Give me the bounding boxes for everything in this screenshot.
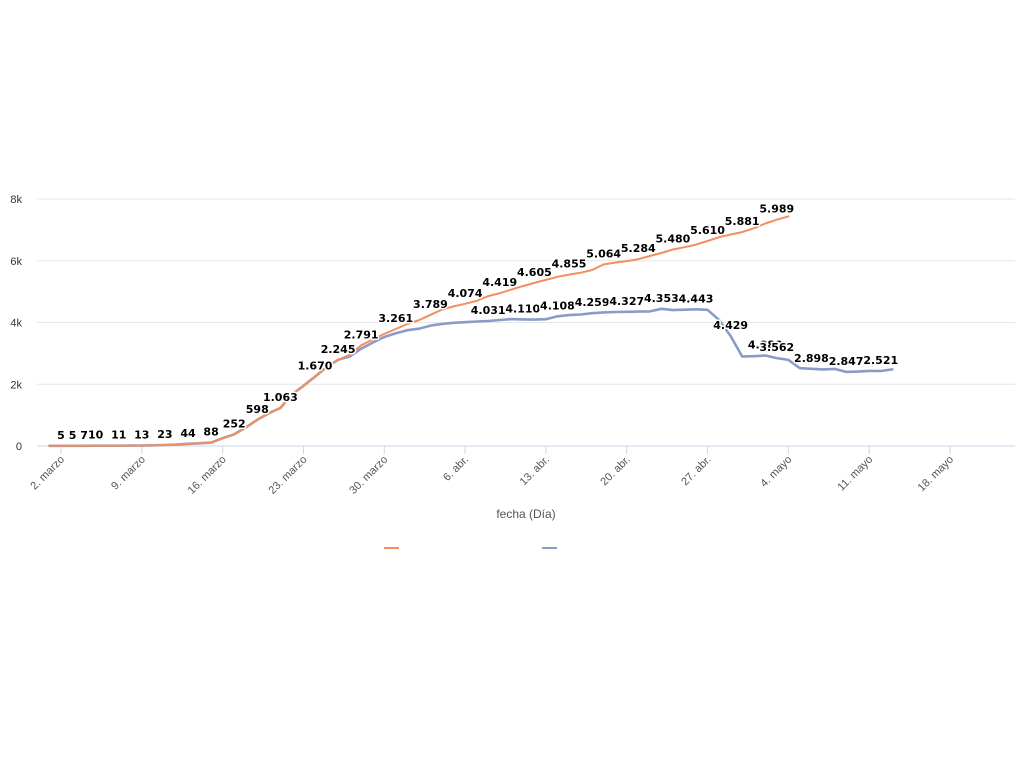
data-label: 4.074 <box>448 287 483 300</box>
x-tick-label: 30. marzo <box>347 454 390 497</box>
x-tick-label: 23. marzo <box>266 454 309 497</box>
data-label: 4.259 <box>575 296 610 309</box>
data-label: 88 <box>203 426 218 439</box>
data-label: 2.245 <box>321 343 356 356</box>
data-label: 6.524 <box>863 0 898 3</box>
data-label: 7.208 <box>967 0 1002 3</box>
data-label: 4.080 <box>748 339 783 352</box>
x-tick-label: 6. abr. <box>441 454 471 484</box>
data-label: 10 <box>88 429 104 442</box>
x-tick-label: 11. mayo <box>835 454 875 494</box>
data-labels: 5 5 7 10 11 13 23 44 882525981.0631.6702.2452.79… <box>56 0 1024 443</box>
series-lines <box>48 215 894 448</box>
data-label: 1.670 <box>298 360 333 373</box>
x-axis: 2. marzo 9. marzo 16. marzo 23. marzo 30. ma… <box>28 445 1015 497</box>
x-tick-label: 20. abr. <box>598 454 632 488</box>
data-label: 3.261 <box>378 312 413 325</box>
series-line-1[interactable] <box>48 215 790 447</box>
x-tick-label: 9. marzo <box>109 454 148 493</box>
data-label: 252 <box>223 417 246 430</box>
y-tick-label: 2k <box>10 379 22 391</box>
y-axis: 0 2k 4k 6k 8k <box>10 194 22 453</box>
data-label: 5.610 <box>690 224 725 237</box>
data-label: 5.989 <box>759 203 794 216</box>
x-tick-label: 16. marzo <box>186 454 229 497</box>
y-tick-label: 4k <box>10 318 22 330</box>
x-tick-label: 13. abr. <box>518 454 552 488</box>
data-label: 1.063 <box>263 391 298 404</box>
data-label: 6.928 <box>933 0 968 3</box>
data-label: 4.429 <box>713 319 748 332</box>
data-label: 4.110 <box>505 302 540 315</box>
x-tick-label: 18. mayo <box>916 454 956 494</box>
data-label: 13 <box>134 429 149 442</box>
grid-lines <box>37 198 1015 385</box>
data-label: 4.419 <box>482 276 517 289</box>
data-label: 4.031 <box>471 304 506 317</box>
data-label: 5.480 <box>656 233 691 246</box>
data-label: 598 <box>246 403 269 416</box>
data-label: 4.855 <box>552 258 587 271</box>
data-label: 7.436 <box>1002 0 1024 3</box>
data-label: 5.064 <box>586 247 621 260</box>
data-label: 4.327 <box>609 295 644 308</box>
data-label: 5.284 <box>621 242 656 255</box>
x-tick-label: 4. mayo <box>758 454 794 490</box>
data-label: 6.153 <box>794 0 829 3</box>
x-tick-label: 2. marzo <box>28 454 67 493</box>
data-label: 5.881 <box>725 215 760 228</box>
y-tick-label: 6k <box>10 256 22 268</box>
data-label: 2.791 <box>344 328 379 341</box>
data-label: 11 <box>111 429 126 442</box>
data-label: 5 <box>69 429 77 442</box>
data-label: 3.562 <box>759 341 794 354</box>
data-label: 2.898 <box>794 352 829 365</box>
x-axis-title: fecha (Día) <box>496 507 555 521</box>
data-label: 4.353 <box>644 292 679 305</box>
data-label: 6.363 <box>829 0 864 3</box>
data-label: 2.498 <box>898 0 933 3</box>
data-label: 23 <box>157 428 172 441</box>
data-label: 2.847 <box>829 355 864 368</box>
data-label: 4.605 <box>517 266 552 279</box>
data-label: 7 <box>80 429 88 442</box>
data-label: 4.443 <box>679 292 714 305</box>
y-tick-label: 0 <box>16 441 22 453</box>
data-label: 2.432 <box>933 0 968 3</box>
data-label: 44 <box>180 427 196 440</box>
x-tick-label: 27. abr. <box>679 454 713 488</box>
data-label: 6.764 <box>898 0 933 3</box>
data-label: 3.789 <box>413 298 448 311</box>
data-label: 5 <box>57 429 65 442</box>
data-label: 4.108 <box>540 299 575 312</box>
data-label: 2.521 <box>863 354 898 367</box>
series-line-2[interactable] <box>48 307 894 448</box>
y-tick-label: 8k <box>10 194 22 206</box>
